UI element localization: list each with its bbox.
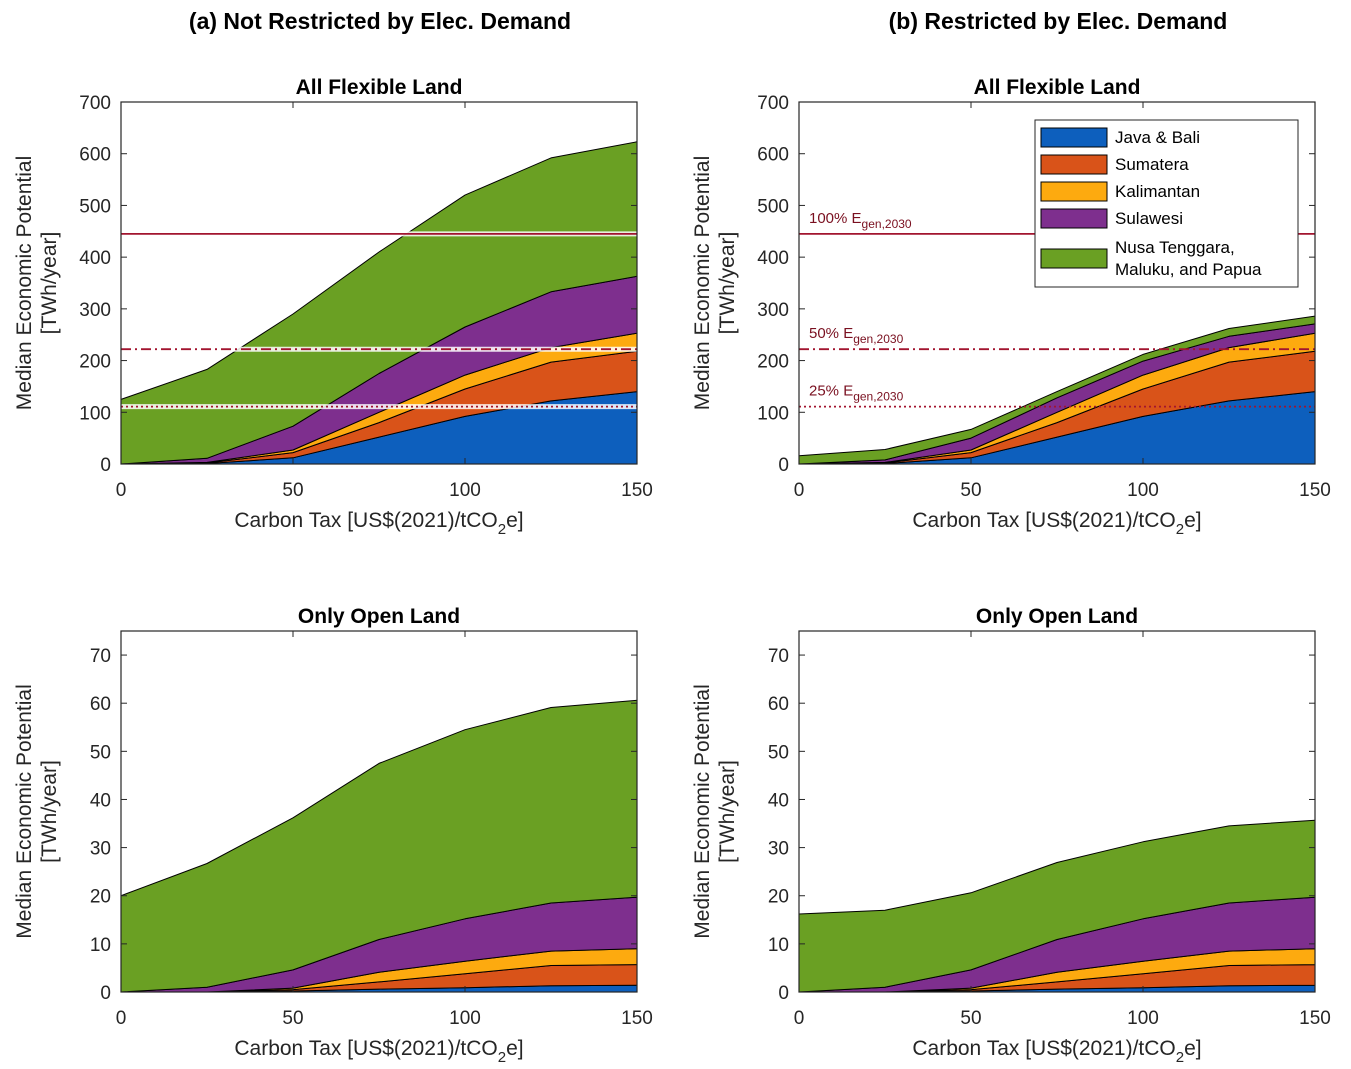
legend-swatch <box>1040 154 1108 175</box>
x-tick-label: 0 <box>794 480 805 501</box>
y-tick-label: 30 <box>768 839 789 860</box>
y-tick-label: 200 <box>757 352 789 373</box>
x-tick-label: 0 <box>116 480 127 501</box>
y-tick-label: 0 <box>100 983 111 1004</box>
y-tick-label: 40 <box>90 790 111 811</box>
legend-swatch <box>1040 181 1108 202</box>
y-tick-label: 10 <box>90 935 111 956</box>
y-tick-label: 20 <box>768 887 789 908</box>
y-tick-label: 50 <box>768 742 789 763</box>
x-tick-label: 50 <box>960 1008 981 1029</box>
y-tick-label: 30 <box>90 839 111 860</box>
chart-panel-1: 100% Egen,2030 50% Egen,2030 25% Egen,2030… <box>691 76 1331 538</box>
y-axis-label: Median Economic Potential[TWh/year] <box>691 684 739 938</box>
chart-title: Only Open Land <box>298 605 460 628</box>
y-tick-label: 300 <box>79 300 111 321</box>
x-tick-label: 150 <box>621 1008 653 1029</box>
legend-swatch <box>1040 248 1108 269</box>
x-tick-label: 150 <box>1299 1008 1331 1029</box>
y-tick-label: 50 <box>90 742 111 763</box>
y-tick-label: 10 <box>768 935 789 956</box>
y-tick-label: 0 <box>778 983 789 1004</box>
y-tick-label: 20 <box>90 887 111 908</box>
x-tick-label: 100 <box>1127 1008 1159 1029</box>
x-tick-label: 150 <box>1299 480 1331 501</box>
chart-panel-3: 0 50 100 150 0 10 20 30 40 50 60 70 Only Open Land Ca… <box>691 605 1331 1066</box>
axes-frame <box>120 101 638 465</box>
y-tick-label: 0 <box>100 455 111 476</box>
x-tick-label: 50 <box>960 480 981 501</box>
y-tick-label: 0 <box>778 455 789 476</box>
reference-label: 50% Egen,2030 <box>809 325 904 346</box>
y-tick-label: 70 <box>768 646 789 667</box>
reference-label: 100% Egen,2030 <box>809 210 912 231</box>
x-tick-label: 0 <box>794 1008 805 1029</box>
x-tick-label: 100 <box>1127 480 1159 501</box>
axes-frame <box>798 101 1316 465</box>
y-tick-label: 60 <box>768 694 789 715</box>
y-tick-label: 40 <box>768 790 789 811</box>
y-tick-label: 600 <box>757 145 789 166</box>
y-tick-label: 100 <box>757 403 789 424</box>
legend-label: Sumatera <box>1115 155 1189 174</box>
x-tick-label: 150 <box>621 480 653 501</box>
legend: Java & Bali Sumatera Kalimantan Sulawesi Nus… <box>1034 119 1299 288</box>
axes-frame <box>120 630 638 993</box>
y-tick-label: 700 <box>79 93 111 114</box>
y-tick-label: 700 <box>757 93 789 114</box>
y-tick-label: 300 <box>757 300 789 321</box>
y-tick-label: 400 <box>757 248 789 269</box>
y-tick-label: 500 <box>757 196 789 217</box>
chart-panel-0: 0 50 100 150 0 100 200 300 400 500 600 700 All Flexi… <box>13 76 653 538</box>
x-tick-label: 0 <box>116 1008 127 1029</box>
x-axis-label: Carbon Tax [US$(2021)/tCO2e] <box>234 1037 523 1066</box>
y-tick-label: 500 <box>79 196 111 217</box>
x-axis-label: Carbon Tax [US$(2021)/tCO2e] <box>234 509 523 538</box>
y-tick-label: 400 <box>79 248 111 269</box>
x-tick-label: 50 <box>282 480 303 501</box>
x-tick-label: 100 <box>449 480 481 501</box>
chart-title: All Flexible Land <box>296 76 463 99</box>
legend-label: Nusa Tenggara, Maluku, and Papua <box>1115 238 1262 279</box>
y-tick-label: 60 <box>90 694 111 715</box>
legend-label: Sulawesi <box>1115 209 1183 228</box>
x-tick-label: 50 <box>282 1008 303 1029</box>
x-axis-label: Carbon Tax [US$(2021)/tCO2e] <box>912 509 1201 538</box>
y-tick-label: 70 <box>90 646 111 667</box>
column-title-b: (b) Restricted by Elec. Demand <box>889 8 1228 34</box>
column-title-a: (a) Not Restricted by Elec. Demand <box>189 8 571 34</box>
y-tick-label: 100 <box>79 403 111 424</box>
chart-title: All Flexible Land <box>974 76 1141 99</box>
chart-title: Only Open Land <box>976 605 1138 628</box>
axes-frame <box>798 630 1316 993</box>
chart-panel-2: 0 50 100 150 0 10 20 30 40 50 60 70 Only Open Land Ca… <box>13 605 653 1066</box>
y-tick-label: 200 <box>79 352 111 373</box>
reference-label: 25% Egen,2030 <box>809 383 904 404</box>
x-axis-label: Carbon Tax [US$(2021)/tCO2e] <box>912 1037 1201 1066</box>
y-axis-label: Median Economic Potential[TWh/year] <box>13 684 61 938</box>
y-axis-label: Median Economic Potential[TWh/year] <box>691 156 739 410</box>
y-axis-label: Median Economic Potential[TWh/year] <box>13 156 61 410</box>
legend-label: Java & Bali <box>1115 128 1200 147</box>
legend-swatch <box>1040 127 1108 148</box>
legend-label: Kalimantan <box>1115 182 1200 201</box>
x-tick-label: 100 <box>449 1008 481 1029</box>
y-tick-label: 600 <box>79 145 111 166</box>
legend-swatch <box>1040 208 1108 229</box>
